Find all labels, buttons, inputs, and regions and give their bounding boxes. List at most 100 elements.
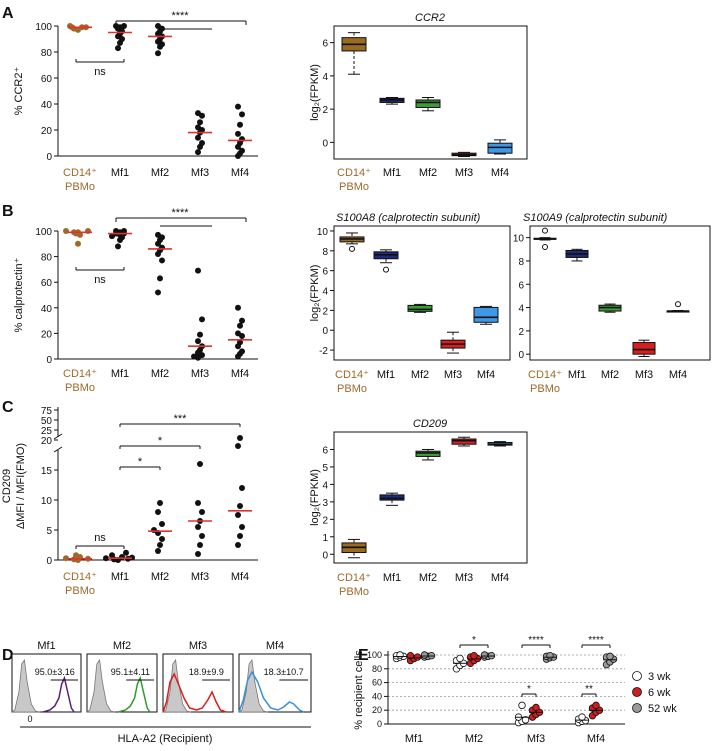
box-mf1 [379,494,405,501]
x-label-cd14: CD14⁺ [528,369,562,381]
data-point-mf2 [157,500,163,506]
x-label-mf4: Mf4 [669,369,687,381]
y-tick-label: 75 [41,406,53,417]
histogram-title: Mf3 [189,640,207,652]
significance-stars: ** [585,684,593,695]
x-label-pbmo: PBMo [530,383,560,395]
data-point-mf3 [197,542,203,548]
data-point-mf2 [155,509,161,515]
data-point-mf2 [155,548,161,554]
y-tick-label: 100 [35,227,52,238]
y-tick-label: 6 [322,445,328,456]
x-label-mf3: Mf3 [191,167,209,179]
outlier-point [349,245,355,252]
legend-marker-3-wk [632,671,642,681]
y-axis-label: % calprotectin⁺ [13,257,25,332]
y-tick-label: 60 [41,278,53,289]
panel-letter-e: E [358,647,369,664]
y-tick-label: 80 [41,253,53,264]
x-label-cd14: CD14⁺ [63,167,97,179]
data-point-mf4 [235,512,241,518]
y-tick-label: -2 [319,346,328,357]
data-point-mf3 [195,524,201,530]
x-label-mf4: Mf4 [231,368,249,380]
data-point-mf1 [115,243,121,250]
panel-letter-d: D [2,647,14,664]
y-tick-label: 5 [322,463,328,474]
y-tick-label: 6 [322,267,328,278]
histogram-title: Mf4 [266,640,284,652]
data-point-cd14 [73,552,79,559]
data-point-mf1 [109,552,115,559]
y-tick-label: 4 [322,72,328,83]
data-point-3-wk [518,701,526,710]
x-label-mf1: Mf1 [405,733,423,745]
box-mf2 [415,450,441,457]
histogram-title: Mf1 [37,640,55,652]
significance-stars: * [472,635,476,646]
data-point-mf3 [195,500,201,506]
x-label-mf2: Mf2 [411,369,429,381]
control-histogram [161,658,192,713]
legend-marker-6-wk [632,687,642,697]
data-point-mf4 [237,533,243,539]
data-point-52-wk [420,651,429,659]
data-point-mf3 [195,338,201,345]
y-tick-label: 60 [41,74,53,85]
x-label-mf3: Mf3 [444,369,462,381]
data-point-mf3 [197,119,203,126]
data-point-mf1 [103,555,109,562]
y-tick-label: 3 [322,498,328,509]
plot-frame [529,225,711,361]
y-tick-label: 6 [322,39,328,50]
axis-break-mark [53,433,63,440]
x-label-mf1: Mf1 [377,369,395,381]
data-point-mf1 [121,228,127,234]
legend-label: 6 wk [648,687,671,699]
y-tick-label: 100 [367,650,382,660]
significance-ns: ns [94,532,106,544]
data-point-mf2 [155,289,161,296]
significance-stars: *** [174,413,188,425]
plot-frame [333,431,528,564]
y-axis-label: log₂(FPKM) [309,469,321,526]
x-label-mf4: Mf4 [477,369,495,381]
x-label-mf4: Mf4 [231,571,249,583]
data-point-mf4 [237,435,243,441]
y-tick-label: 0 [322,326,328,337]
control-histogram [237,658,268,713]
y-axis-label: log₂(FPKM) [309,265,321,322]
y-tick-label: 60 [372,678,382,688]
data-point-mf3 [197,331,203,338]
x-label-mf1: Mf1 [383,167,401,179]
data-point-mf1 [115,45,121,52]
x-label-cd14: CD14⁺ [337,167,371,179]
legend-label: 52 wk [648,703,677,715]
box-mf3 [632,342,656,355]
significance-stars: **** [588,635,604,646]
data-point-mf4 [239,317,245,324]
x-axis-zero-label: 0 [27,714,32,724]
data-point-mf2 [155,231,161,238]
x-label-mf3: Mf3 [191,368,209,380]
x-label-pbmo: PBMo [339,586,369,598]
data-point-cd14 [67,23,73,29]
x-label-mf2: Mf2 [601,369,619,381]
data-point-mf4 [239,348,245,355]
y-tick-label: 0 [46,355,52,366]
histogram-title: Mf2 [113,640,131,652]
x-label-mf2: Mf2 [419,167,437,179]
y-tick-label: 8 [322,247,328,258]
data-point-mf2 [159,536,165,542]
x-label-mf2: Mf2 [151,571,169,583]
data-point-mf3 [195,124,201,131]
y-tick-label: 40 [372,691,382,701]
x-label-cd14: CD14⁺ [335,369,369,381]
outlier-point [542,227,548,234]
data-point-cd14 [75,240,81,247]
x-label-mf3: Mf3 [191,571,209,583]
control-histogram [10,658,40,713]
y-tick-label: 0 [377,719,382,729]
data-point-mf4 [237,503,243,509]
data-point-mf2 [151,527,157,533]
